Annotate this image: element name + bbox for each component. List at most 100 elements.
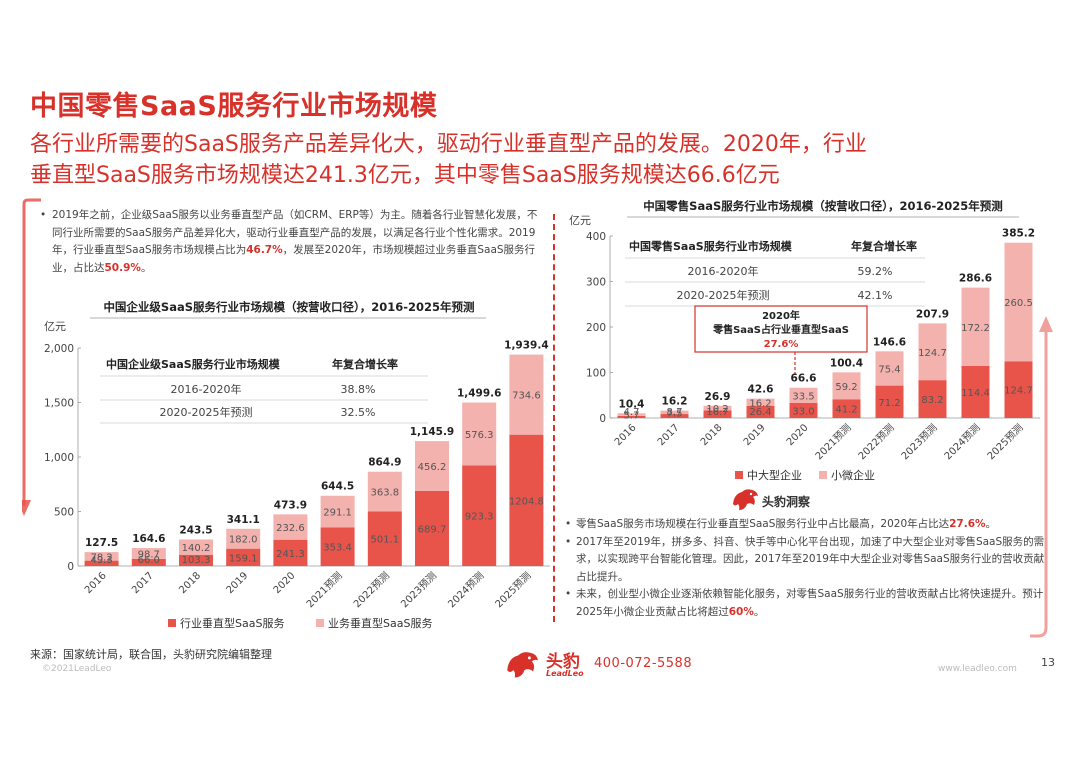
x-tick-label: 2023预测 [398,569,439,610]
bar-segment [273,539,308,566]
total-label: 26.9 [705,391,731,403]
data-label: 33.5 [792,391,814,402]
cagr-header-name: 中国企业级SaaS服务行业市场规模 [106,357,281,371]
bar-segment [832,372,861,400]
insight-label: 头豹洞察 [762,495,811,509]
data-label: 363.8 [370,488,399,499]
bar-segment [509,354,544,435]
insight-notes: 零售SaaS服务市场规模在行业垂直型SaaS服务行业中占比最高，2020年占比达… [565,516,1045,622]
x-tick-label: 2022预测 [855,421,896,462]
data-label: 734.6 [512,391,541,402]
data-label: 7.5 [667,408,683,419]
data-label: 5.7 [624,411,640,422]
cagr-row1-period: 2016-2020年 [171,382,242,396]
legend-label: 行业垂直型SaaS服务 [180,616,284,630]
total-label: 164.6 [132,533,165,545]
x-tick-label: 2020 [272,570,298,596]
x-axis-labels: 2016 2017 2018 2019 2020 2021预测 2022预测 2023预测 20… [613,421,1026,462]
cagr-row2-rate: 42.1% [858,289,893,302]
y-tick-label: 1,000 [44,452,74,464]
bar-segment [961,365,990,418]
x-tick-label: 2025预测 [984,421,1025,462]
bar-segment [367,511,402,566]
bar-segment [703,410,732,418]
page-number: 13 [1041,656,1055,669]
bar-segment [226,528,261,549]
bar-segment [320,495,355,528]
data-label: 4.7 [624,407,640,418]
data-label: 1204.8 [509,496,544,507]
data-label: 241.3 [276,549,305,560]
y-tick-label: 0 [599,413,606,425]
insight-note: 未来，创业型小微企业逐渐依赖智能化服务，对零售SaaS服务行业的营收贡献占比将快… [565,586,1045,621]
total-label: 286.6 [959,273,992,285]
retail-saas-chart: 中国零售SaaS服务行业市场规模（按营收口径），2016-2025年预测 亿元 … [569,199,1040,482]
x-tick-label: 2019 [225,570,251,596]
data-label: 49.3 [90,555,112,566]
insight-note: 2017年至2019年，拼多多、抖音、快手等中心化平台出现，加速了中大型企业对零… [565,534,1045,587]
left-intro-part3: 。 [140,261,152,274]
cagr-row2-period: 2020-2025年预测 [677,288,770,302]
annotation-line1: 2020年 [762,309,800,322]
data-label: 501.1 [370,535,399,546]
bar-segment [746,405,775,418]
y-tick-label: 400 [586,231,606,243]
data-label: 689.7 [418,524,447,535]
data-label: 59.2 [835,382,857,393]
data-label: 182.0 [229,535,258,546]
data-label: 923.3 [465,512,494,523]
page-title: 中国零售SaaS服务行业市场规模 [30,91,438,122]
total-label: 473.9 [274,499,307,511]
bar-segment [660,414,689,418]
total-label: 146.6 [873,336,906,348]
phone-number: 400-072-5588 [594,656,693,671]
bar-segment [462,402,497,466]
annotation-value: 27.6% [764,339,799,350]
bar-segment [875,385,904,418]
bar-segment [961,287,990,366]
cagr-table: 中国企业级SaaS服务行业市场规模 年复合增长率 2016-2020年 38.8… [100,357,428,424]
bar-segment [415,441,449,491]
left-arrow-decoration [22,198,41,516]
cagr-row2-rate: 32.5% [341,406,376,419]
left-intro-highlight1: 46.7% [246,244,283,257]
bar-segment [1004,361,1033,418]
x-tick-label: 2024预测 [941,421,982,462]
x-tick-label: 2016 [83,570,109,596]
bar-segment [84,552,119,561]
cagr-header-name: 中国零售SaaS服务行业市场规模 [629,239,793,253]
total-label: 644.5 [321,481,354,493]
x-tick-label: 2017 [130,570,156,596]
bar-segment [703,405,732,411]
left-intro-part1: 2019年之前，企业级SaaS服务以业务垂直型产品（如CRM、ERP等）为主。随… [52,209,538,257]
legend-label: 业务垂直型SaaS服务 [328,616,432,630]
bar-segment [918,323,947,381]
cagr-row1-rate: 59.2% [858,265,893,278]
legend: 行业垂直型SaaS服务 业务垂直型SaaS服务 [168,616,432,630]
data-label: 75.4 [878,364,900,375]
total-label: 66.6 [791,373,817,385]
left-intro-highlight2: 50.9% [104,261,141,274]
bar-segment [509,434,544,566]
bar-segment [320,527,355,566]
y-tick-label: 200 [586,322,606,334]
data-label: 10.2 [706,404,728,415]
y-tick-label: 0 [67,561,74,573]
total-label: 42.6 [748,384,774,396]
bar-segment [918,380,947,418]
data-label: 16.7 [706,407,728,418]
legend: 中大型企业 小微企业 [735,468,875,482]
website: www.leadleo.com [938,664,1017,674]
total-label: 1,145.9 [410,426,455,438]
x-tick-label: 2023预测 [898,421,939,462]
note-text: 零售SaaS服务市场规模在行业垂直型SaaS服务行业中占比最高，2020年占比达 [576,518,950,530]
cagr-header-rate: 年复合增长率 [332,357,398,371]
y-tick-label: 2,000 [44,343,74,355]
data-label: 159.1 [229,553,258,564]
x-tick-label: 2016 [613,422,639,448]
cagr-header-rate: 年复合增长率 [851,239,917,253]
data-label: 78.2 [90,552,112,563]
page-subtitle-line1: 各行业所需要的SaaS服务产品差异化大，驱动行业垂直型产品的发展。2020年，行… [30,132,867,157]
x-tick-label: 2020 [785,422,811,448]
insight-note: 零售SaaS服务市场规模在行业垂直型SaaS服务行业中占比最高，2020年占比达… [565,516,1045,534]
